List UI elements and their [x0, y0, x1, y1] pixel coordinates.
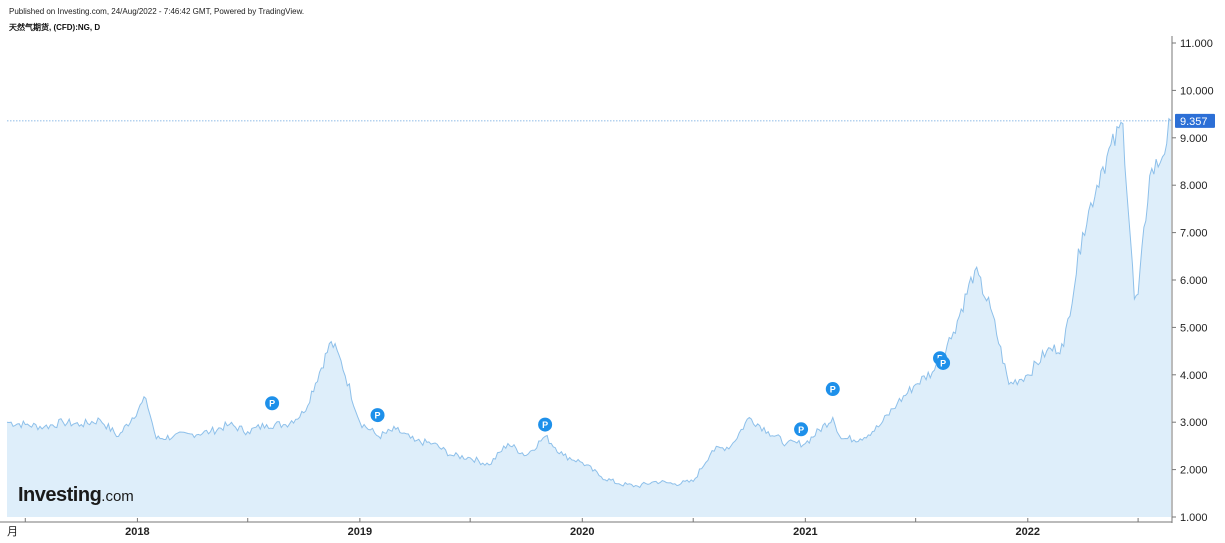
- event-marker-label: P: [830, 385, 836, 395]
- x-start-label: 月: [7, 526, 18, 538]
- event-marker-label: P: [375, 411, 381, 421]
- area-fill-layer: [7, 118, 1171, 517]
- y-tick-label: 3.000: [1180, 417, 1208, 429]
- symbol-title: 天然气期货, (CFD):NG, D: [9, 23, 101, 32]
- event-marker-dot: [794, 422, 809, 437]
- event-marker-label: P: [542, 420, 548, 430]
- x-tick-label: 2018: [125, 526, 149, 538]
- event-marker: P: [370, 408, 385, 423]
- price-area: [7, 118, 1171, 517]
- event-marker-label: P: [798, 425, 804, 435]
- y-tick-label: 11.000: [1180, 38, 1213, 50]
- last-price-text: 9.357: [1180, 116, 1208, 128]
- event-marker-dot: [936, 355, 951, 370]
- event-marker: P: [538, 417, 553, 432]
- last-price-badge: [1175, 113, 1215, 128]
- y-tick-label: 8.000: [1180, 180, 1208, 192]
- price-line-layer: [6, 117, 1172, 489]
- price-line: [6, 117, 1172, 489]
- y-tick-label: 6.000: [1180, 275, 1208, 287]
- x-tick-label: 2022: [1016, 526, 1040, 538]
- event-marker-dot: [265, 396, 280, 411]
- y-tick-label: 9.000: [1180, 133, 1208, 145]
- event-marker-label: P: [269, 399, 275, 409]
- event-marker-label: P: [940, 358, 946, 368]
- y-axis: 11.000 10.000 9.000 8.000 7.000 6.000 5.000 4.0…: [1171, 36, 1214, 524]
- event-marker: P: [265, 396, 280, 411]
- x-axis: 月 2018 2019 2020 2021 2022: [0, 518, 1172, 538]
- event-marker-dot: [370, 408, 385, 423]
- y-tick-label: 5.000: [1180, 322, 1208, 334]
- x-tick-label: 2019: [348, 526, 372, 538]
- event-marker: P: [825, 382, 840, 397]
- x-tick-label: 2021: [793, 526, 817, 538]
- event-marker: P: [936, 355, 951, 370]
- y-tick-label: 1.000: [1180, 512, 1208, 524]
- y-tick-label: 7.000: [1180, 228, 1208, 240]
- last-price-label-layer: 9.357: [1175, 113, 1215, 128]
- investing-logo: Investing.com: [18, 484, 134, 506]
- event-marker-dot: [538, 417, 553, 432]
- y-tick-label: 10.000: [1180, 85, 1214, 97]
- x-tick-label: 2020: [570, 526, 594, 538]
- marker-layer: PPPPPPP: [265, 351, 951, 437]
- event-marker: P: [794, 422, 809, 437]
- y-tick-label: 4.000: [1180, 370, 1208, 382]
- published-info: Published on Investing.com, 24/Aug/2022 …: [9, 7, 305, 16]
- y-tick-label: 2.000: [1180, 465, 1208, 477]
- event-marker-dot: [825, 382, 840, 397]
